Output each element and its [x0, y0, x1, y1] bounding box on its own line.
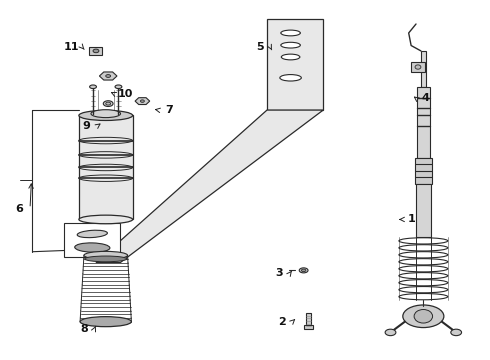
Ellipse shape: [414, 310, 433, 323]
Bar: [415, 158, 432, 184]
Polygon shape: [96, 110, 323, 262]
Bar: [304, 325, 313, 329]
Text: 7: 7: [166, 105, 173, 115]
Bar: [421, 51, 425, 87]
Text: 5: 5: [256, 42, 264, 52]
Bar: [89, 47, 102, 55]
Text: 10: 10: [118, 89, 133, 99]
Text: 2: 2: [278, 317, 286, 327]
Text: 9: 9: [82, 121, 90, 131]
Ellipse shape: [115, 85, 122, 89]
Text: 8: 8: [80, 324, 88, 334]
Ellipse shape: [77, 230, 107, 238]
Ellipse shape: [85, 256, 127, 262]
Ellipse shape: [403, 305, 444, 328]
Ellipse shape: [106, 102, 111, 105]
Ellipse shape: [280, 75, 301, 81]
Polygon shape: [135, 98, 150, 104]
Ellipse shape: [301, 269, 306, 272]
Ellipse shape: [84, 251, 127, 259]
Text: 4: 4: [422, 93, 430, 103]
Ellipse shape: [91, 110, 121, 118]
Text: 3: 3: [275, 268, 283, 278]
Ellipse shape: [79, 215, 133, 224]
Ellipse shape: [281, 42, 300, 48]
Text: 11: 11: [64, 42, 79, 52]
Text: 1: 1: [407, 215, 415, 224]
Ellipse shape: [106, 75, 111, 77]
Bar: [416, 87, 430, 158]
Polygon shape: [99, 72, 117, 80]
Ellipse shape: [385, 329, 396, 336]
Ellipse shape: [281, 30, 300, 36]
Ellipse shape: [451, 329, 462, 336]
Ellipse shape: [75, 243, 110, 252]
Bar: [411, 62, 425, 72]
Ellipse shape: [79, 111, 133, 121]
Ellipse shape: [415, 65, 421, 69]
Ellipse shape: [281, 54, 300, 60]
Bar: [306, 313, 311, 327]
Ellipse shape: [103, 101, 113, 107]
Bar: [79, 116, 133, 220]
Text: 6: 6: [15, 204, 23, 214]
Ellipse shape: [93, 49, 99, 53]
Ellipse shape: [80, 317, 131, 327]
Ellipse shape: [90, 85, 97, 89]
Bar: [416, 184, 431, 237]
Ellipse shape: [299, 268, 308, 273]
Ellipse shape: [141, 100, 145, 102]
Bar: [267, 19, 323, 110]
Bar: [64, 223, 121, 257]
